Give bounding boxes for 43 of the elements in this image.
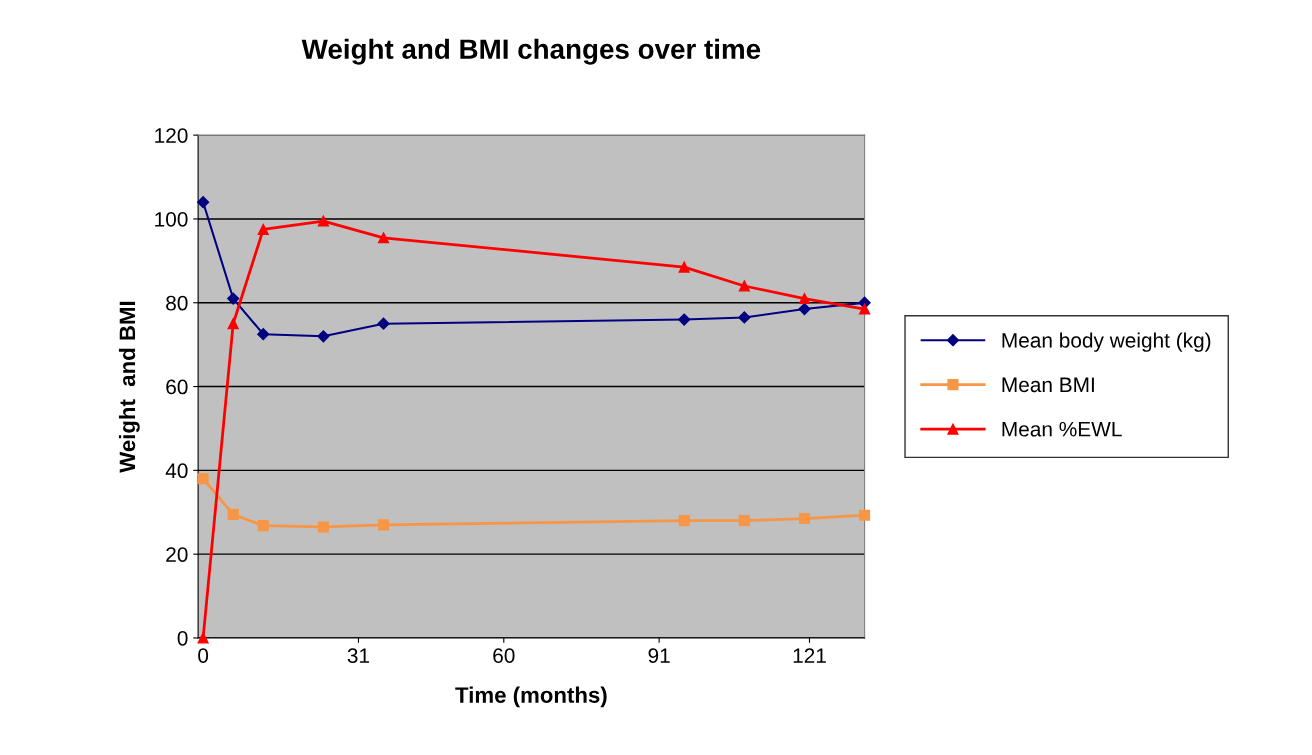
y-tick-label: 80: [166, 295, 188, 311]
x-axis-title: Time (months): [455, 686, 607, 708]
point: [317, 521, 329, 533]
point: [798, 512, 811, 525]
point: [227, 292, 240, 305]
y-axis-title: Weight and BMI: [118, 301, 140, 473]
point: [377, 317, 390, 330]
point: [738, 311, 751, 324]
y-tick-label: 40: [165, 463, 188, 479]
legend-label: Mean %EWL: [1002, 421, 1122, 437]
point: [317, 330, 330, 343]
point: [317, 215, 329, 227]
point: [197, 196, 210, 209]
point: [227, 318, 239, 330]
x-tick-label: 60: [493, 648, 515, 663]
y-tick-label: 20: [166, 547, 188, 562]
y-tick-label: 0: [177, 630, 188, 646]
x-tick-label: 91: [648, 648, 670, 663]
y-tick-label: 60: [166, 379, 188, 395]
point: [678, 515, 690, 527]
legend-label: Mean BMI: [1002, 377, 1094, 393]
point: [377, 232, 390, 244]
point: [257, 328, 270, 341]
point: [738, 515, 750, 527]
y-tick-label: 120: [155, 128, 188, 143]
chart-title: Weight and BMI changes over time: [301, 38, 761, 65]
point: [738, 280, 750, 292]
y-tick-label: 100: [155, 211, 188, 227]
point: [227, 508, 239, 520]
point: [678, 261, 690, 273]
point: [678, 313, 691, 326]
point: [257, 223, 269, 235]
point: [377, 519, 390, 531]
x-tick-label: 121: [793, 648, 826, 663]
point: [197, 473, 209, 485]
x-tick-label: 0: [198, 648, 209, 663]
x-tick-label: 31: [347, 648, 370, 663]
point: [257, 520, 269, 532]
point: [859, 303, 871, 315]
point: [197, 632, 209, 644]
point: [859, 509, 871, 521]
legend-label: Mean body weight (kg): [1002, 332, 1211, 352]
point: [798, 293, 811, 305]
